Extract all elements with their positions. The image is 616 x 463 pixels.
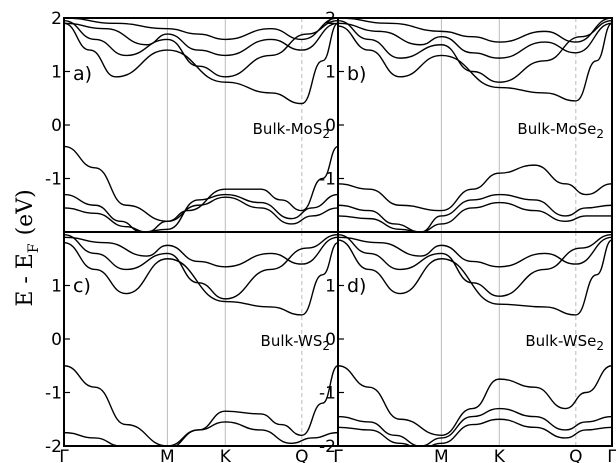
band-line [338, 22, 612, 102]
y-tick-label: 1 [51, 277, 62, 297]
panel-d: 10-1-2Γ M K Q Γd)Bulk-WSe2 [319, 231, 616, 463]
band-line [64, 22, 338, 105]
band-line [64, 18, 338, 41]
panel-letter: c) [73, 275, 91, 297]
x-tick-label: Γ [333, 447, 343, 463]
band-line [338, 201, 612, 232]
band-line [338, 418, 612, 446]
band-line [64, 233, 338, 300]
band-line [338, 22, 612, 59]
panel-letter: a) [73, 63, 92, 85]
y-tick-label: 1 [325, 277, 336, 297]
band-line [64, 193, 338, 232]
panels: 210-1a)Bulk-MoS2210-1b)Bulk-MoSe210-1-2Γ… [45, 9, 616, 463]
y-tick-label: -1 [319, 384, 336, 404]
panel-a: 210-1a)Bulk-MoS2 [45, 9, 339, 233]
panel-letter: b) [347, 63, 366, 85]
y-tick-label: -2 [45, 437, 62, 457]
material-name: Bulk-MoSe [517, 120, 596, 138]
band-line [64, 236, 338, 268]
material-name: Bulk-MoS [253, 120, 323, 138]
y-axis-title: E - EF (eV) [13, 189, 42, 306]
y-tick-label: 2 [325, 9, 336, 29]
band-line [64, 19, 338, 78]
x-tick-label: M [434, 447, 449, 463]
bands [338, 18, 612, 232]
y-tick-label: -1 [45, 170, 62, 190]
band-line [338, 164, 612, 212]
panel-b: 210-1b)Bulk-MoSe2 [319, 9, 613, 233]
x-tick-label: K [494, 447, 506, 463]
material-subscript: 2 [596, 127, 604, 141]
y-tick-label: 1 [325, 63, 336, 83]
band-line [64, 365, 338, 446]
y-tick-label: -1 [319, 170, 336, 190]
bands [64, 233, 338, 446]
band-line [64, 145, 338, 223]
band-line [64, 242, 338, 316]
material-label: Bulk-WS2 [261, 332, 330, 353]
x-tick-label: Q [569, 447, 582, 463]
y-tick-label: 0 [325, 330, 336, 350]
y-axis-title-unit: (eV) [13, 189, 38, 235]
x-tick-label: K [220, 447, 232, 463]
material-label: Bulk-MoSe2 [517, 120, 604, 141]
y-axis-title-main: E - E [13, 253, 38, 307]
band-line [338, 236, 612, 268]
x-tick-label: M [160, 447, 175, 463]
panel-c: 10-1-2Γ M K Q Γc)Bulk-WS2 [45, 231, 343, 463]
bands [338, 233, 612, 446]
material-subscript: 2 [322, 127, 330, 141]
band-line [338, 407, 612, 446]
band-line [338, 18, 612, 43]
y-tick-label: 1 [51, 63, 62, 83]
material-subscript: 2 [596, 339, 604, 353]
y-tick-label: 0 [51, 116, 62, 136]
band-line [64, 22, 338, 57]
x-tick-label: Q [295, 447, 308, 463]
y-tick-label: -1 [45, 384, 62, 404]
bands [64, 18, 338, 232]
band-line [338, 19, 612, 83]
material-subscript: 2 [322, 339, 330, 353]
band-line [338, 365, 612, 437]
y-tick-label: -2 [319, 437, 336, 457]
band-line [338, 239, 612, 316]
x-tick-label: Γ [59, 447, 69, 463]
panel-letter: d) [347, 275, 366, 297]
material-name: Bulk-WS [261, 332, 323, 350]
y-tick-label: 0 [51, 330, 62, 350]
band-line [338, 233, 612, 297]
y-tick-label: 0 [325, 116, 336, 136]
svg-text:E - EF(eV): E - EF (eV) [13, 189, 42, 306]
band-line [64, 196, 338, 232]
band-line [338, 193, 612, 232]
y-axis-title-sub: F [26, 243, 42, 253]
material-label: Bulk-MoS2 [253, 120, 330, 141]
x-tick-label: Γ [333, 447, 343, 463]
band-line [64, 421, 338, 446]
material-name: Bulk-WSe [525, 332, 596, 350]
x-tick-label: Γ [607, 447, 616, 463]
material-label: Bulk-WSe2 [525, 332, 604, 353]
y-tick-label: 2 [51, 9, 62, 29]
